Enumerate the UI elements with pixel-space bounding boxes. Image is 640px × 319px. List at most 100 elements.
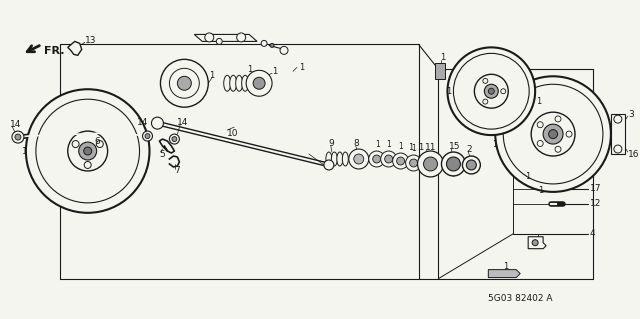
Circle shape [237,33,246,42]
Polygon shape [195,34,257,41]
Circle shape [483,99,488,104]
Circle shape [393,153,408,169]
Circle shape [324,160,334,170]
Circle shape [84,161,91,168]
Text: 17: 17 [590,184,602,193]
Circle shape [410,159,417,167]
Circle shape [205,33,214,42]
Text: 1: 1 [387,139,392,149]
Text: 1: 1 [447,87,452,96]
Ellipse shape [326,152,332,166]
Text: 1: 1 [492,139,497,149]
Text: 14: 14 [177,118,189,127]
Ellipse shape [236,75,243,91]
Circle shape [500,89,506,94]
Text: 1: 1 [374,139,380,149]
Text: 3: 3 [628,110,634,119]
Circle shape [614,115,622,123]
Ellipse shape [242,75,249,91]
Circle shape [614,145,622,153]
Text: FR.: FR. [44,46,65,56]
Circle shape [170,134,179,144]
Text: 10: 10 [227,129,239,137]
Circle shape [349,149,369,169]
Polygon shape [611,114,625,154]
Circle shape [96,141,103,148]
Text: 1: 1 [247,65,252,74]
Circle shape [12,131,24,143]
Polygon shape [488,270,520,278]
Text: 16: 16 [628,150,639,159]
Text: 11: 11 [424,143,436,152]
Circle shape [537,122,543,128]
Circle shape [68,131,108,171]
Text: 15: 15 [449,142,460,151]
Circle shape [246,70,272,96]
Circle shape [261,41,267,46]
Circle shape [152,117,163,129]
Circle shape [354,154,364,164]
Text: 9: 9 [329,138,335,148]
Ellipse shape [224,75,230,91]
Circle shape [555,146,561,152]
Circle shape [484,84,499,98]
Circle shape [385,155,393,163]
Circle shape [447,157,460,171]
Circle shape [555,116,561,122]
Circle shape [381,151,397,167]
Circle shape [216,38,222,44]
Text: 7: 7 [174,167,180,175]
Circle shape [442,152,465,176]
Text: 12: 12 [590,199,602,208]
Circle shape [15,134,21,140]
Circle shape [532,240,538,246]
Circle shape [488,88,494,94]
Text: 5G03 82402 A: 5G03 82402 A [488,294,553,303]
Text: 1: 1 [399,142,403,151]
Circle shape [447,48,535,135]
Circle shape [369,151,385,167]
Circle shape [548,130,557,138]
Text: 1: 1 [272,67,277,76]
Text: 1: 1 [209,71,214,80]
Circle shape [270,43,274,48]
Text: 8: 8 [354,138,360,148]
Text: 14: 14 [136,118,148,127]
Text: 13: 13 [84,36,96,45]
Circle shape [467,160,476,170]
Circle shape [463,156,481,174]
Circle shape [177,76,191,90]
Text: 1: 1 [299,63,304,72]
Circle shape [172,137,177,142]
Circle shape [406,155,422,171]
Text: 2: 2 [467,145,472,153]
Text: 1: 1 [412,144,417,152]
Text: 6: 6 [95,137,100,145]
Ellipse shape [332,152,337,166]
Text: 14: 14 [10,120,21,129]
Circle shape [143,131,152,141]
Circle shape [280,46,288,54]
Text: 1: 1 [538,186,543,196]
Ellipse shape [230,75,237,91]
Ellipse shape [337,152,343,166]
Text: 1: 1 [419,143,424,152]
Text: 1: 1 [408,143,414,152]
Text: 1: 1 [536,97,541,106]
Text: 1: 1 [503,262,509,271]
Circle shape [72,141,79,148]
Circle shape [474,74,508,108]
Text: 1: 1 [440,53,445,62]
Text: 1: 1 [22,146,28,156]
Circle shape [161,59,208,107]
Circle shape [566,131,572,137]
Circle shape [537,140,543,146]
Circle shape [453,53,529,129]
Circle shape [26,89,150,213]
Circle shape [372,155,381,163]
Circle shape [79,142,97,160]
Circle shape [543,124,563,144]
Circle shape [36,99,140,203]
Circle shape [170,68,199,98]
Circle shape [503,84,603,184]
